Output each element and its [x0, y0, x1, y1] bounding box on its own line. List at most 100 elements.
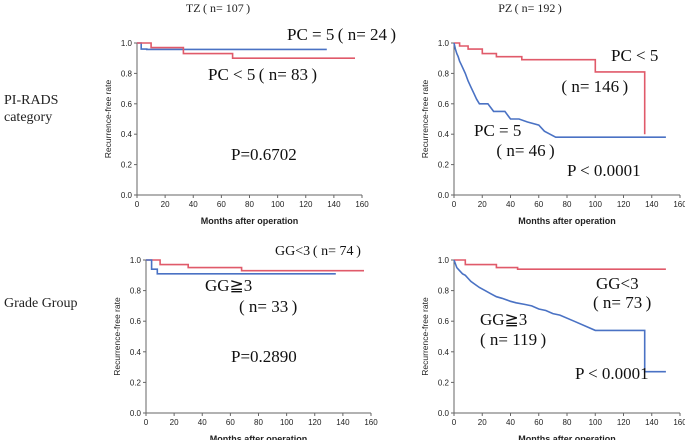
y-tick-label: 0.6	[121, 100, 133, 109]
km-curve-gg-3	[454, 259, 666, 271]
x-axis-title: Months after operation	[518, 216, 616, 226]
y-tick-label: 0.4	[438, 348, 450, 357]
annotation-pc5-n46: ( n= 46 )	[493, 141, 555, 160]
y-tick-label: 1.0	[438, 39, 450, 48]
x-axis-title: Months after operation	[210, 434, 308, 440]
y-tick-label: 0.0	[121, 191, 133, 200]
y-tick-label: 0.0	[130, 409, 142, 418]
annotation-pclt5-n83: PC < 5 ( n= 83 )	[208, 65, 317, 84]
km-curve-pc-5	[454, 42, 646, 135]
x-tick-label: 0	[135, 200, 140, 209]
panel-tz-grade: 0.0 0.2 0.4 0.6 0.8 1.0 0 20 40 60 80 100 120 140 160 M…	[112, 256, 378, 440]
x-tick-label: 160	[355, 200, 369, 209]
y-tick-label: 0.2	[130, 378, 142, 387]
annotation-p-value: P < 0.0001	[575, 364, 649, 383]
y-tick-label: 0.2	[121, 161, 133, 170]
x-tick-label: 100	[589, 418, 603, 427]
x-tick-label: 0	[452, 418, 457, 427]
x-tick-label: 60	[534, 200, 543, 209]
y-tick-label: 0.8	[438, 287, 450, 296]
annotation-glt3: GG<3	[596, 274, 639, 293]
km-curve-pc-5	[137, 42, 355, 60]
row-label-category: category	[4, 110, 52, 125]
y-axis-title: Recurrence-free rate	[103, 80, 113, 159]
x-tick-label: 100	[271, 200, 285, 209]
x-tick-label: 80	[254, 418, 263, 427]
panel-tz-pirads: 0.0 0.2 0.4 0.6 0.8 1.0 0 20 40 60 80 100 120 140 160 M…	[103, 39, 369, 226]
x-tick-label: 160	[673, 200, 685, 209]
km-curve-gg-3	[146, 259, 336, 275]
x-tick-label: 40	[198, 418, 207, 427]
y-tick-label: 0.8	[438, 69, 450, 78]
annotation-pclt5-n146: ( n= 146 )	[558, 77, 628, 96]
x-tick-label: 80	[563, 200, 572, 209]
x-tick-label: 120	[617, 418, 631, 427]
y-tick-label: 1.0	[130, 256, 142, 265]
y-tick-label: 0.2	[438, 161, 450, 170]
y-tick-label: 1.0	[438, 256, 450, 265]
annotation-pclt5: PC < 5	[611, 46, 658, 65]
y-axis-title: Recurrence-free rate	[112, 297, 122, 376]
y-tick-label: 0.6	[438, 100, 450, 109]
annotation-gge3-n33: ( n= 33 )	[239, 297, 297, 316]
x-tick-label: 60	[217, 200, 226, 209]
x-tick-label: 100	[589, 200, 603, 209]
column-title-tz: TZ ( n= 107 )	[186, 1, 250, 15]
x-tick-label: 80	[563, 418, 572, 427]
panel-pz-grade: 0.0 0.2 0.4 0.6 0.8 1.0 0 20 40 60 80 100 120 140 160 M…	[420, 256, 685, 440]
y-tick-label: 0.0	[438, 191, 450, 200]
y-axis-title: Recurrence-free rate	[420, 80, 430, 159]
y-tick-label: 0.4	[438, 130, 450, 139]
x-tick-label: 40	[506, 418, 515, 427]
x-tick-label: 120	[617, 200, 631, 209]
x-tick-label: 0	[144, 418, 149, 427]
y-tick-label: 1.0	[121, 39, 133, 48]
x-tick-label: 60	[534, 418, 543, 427]
annotation-p-value: P < 0.0001	[567, 161, 641, 180]
annotation-p-value: P=0.6702	[231, 145, 297, 164]
x-tick-label: 20	[170, 418, 179, 427]
x-tick-label: 0	[452, 200, 457, 209]
x-tick-label: 160	[673, 418, 685, 427]
x-tick-label: 20	[478, 418, 487, 427]
y-tick-label: 0.2	[438, 378, 450, 387]
y-tick-label: 0.6	[130, 317, 142, 326]
row-label-grade-group: Grade Group	[4, 296, 77, 311]
annotation-glt3-n73: ( n= 73 )	[593, 293, 651, 312]
x-tick-label: 40	[189, 200, 198, 209]
x-tick-label: 20	[478, 200, 487, 209]
x-tick-label: 120	[299, 200, 313, 209]
x-tick-label: 20	[161, 200, 170, 209]
annotation-p-value: P=0.2890	[231, 347, 297, 366]
x-tick-label: 40	[506, 200, 515, 209]
y-axis-title: Recurrence-free rate	[420, 297, 430, 376]
column-title-pz: PZ ( n= 192 )	[498, 1, 562, 15]
row-label-pirads: PI-RADS	[4, 93, 58, 108]
x-tick-label: 140	[327, 200, 341, 209]
x-axis-title: Months after operation	[201, 216, 299, 226]
x-tick-label: 160	[364, 418, 378, 427]
y-tick-label: 0.8	[130, 287, 142, 296]
y-tick-label: 0.8	[121, 69, 133, 78]
x-tick-label: 120	[308, 418, 322, 427]
annotation-gge3-n119: ( n= 119 )	[480, 330, 546, 349]
x-tick-label: 140	[336, 418, 350, 427]
y-tick-label: 0.4	[130, 348, 142, 357]
annotation-pc5-n24: PC = 5 ( n= 24 )	[287, 25, 396, 44]
km-curve-gg-3	[453, 259, 666, 373]
x-tick-label: 140	[645, 418, 659, 427]
y-tick-label: 0.0	[438, 409, 450, 418]
panel-pz-pirads: 0.0 0.2 0.4 0.6 0.8 1.0 0 20 40 60 80 100 120 140 160 M…	[420, 39, 685, 226]
annotation-gge3: GG≧3	[480, 310, 527, 329]
x-axis-title: Months after operation	[518, 434, 616, 440]
x-tick-label: 80	[245, 200, 254, 209]
x-tick-label: 60	[226, 418, 235, 427]
annotation-pc5: PC = 5	[474, 121, 521, 140]
x-tick-label: 140	[645, 200, 659, 209]
y-tick-label: 0.4	[121, 130, 133, 139]
x-tick-label: 100	[280, 418, 294, 427]
km-curve-gg-3	[146, 259, 364, 272]
y-tick-label: 0.6	[438, 317, 450, 326]
km-curve-pc-5	[453, 42, 666, 138]
